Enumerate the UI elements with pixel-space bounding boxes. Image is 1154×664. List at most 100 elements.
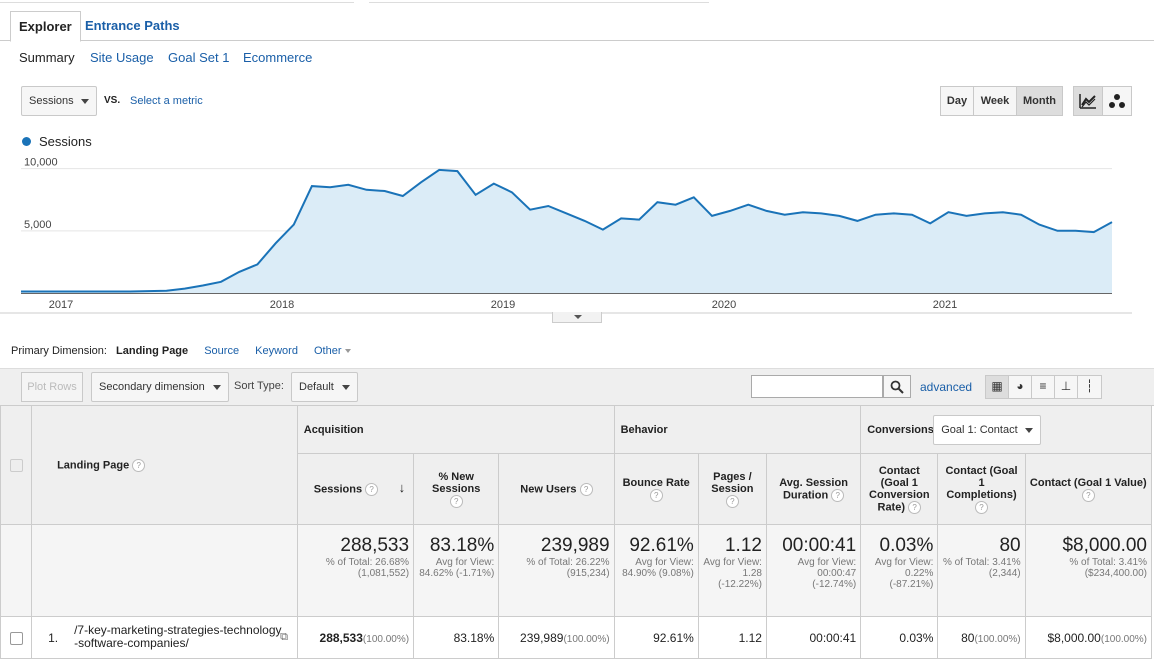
column-sessions[interactable]: Sessions ? ↓ [296, 453, 415, 525]
column-new-sessions[interactable]: % New Sessions? [413, 453, 500, 525]
total-value-note: % of Total: 3.41% ($234,400.00) [1069, 557, 1147, 579]
conversions-group: Conversions Goal 1: Contact [860, 405, 1152, 454]
help-icon[interactable]: ? [831, 488, 845, 502]
secondary-dimension-select[interactable]: Secondary dimension [91, 372, 229, 402]
dimension-keyword[interactable]: Keyword [255, 345, 298, 357]
pivot-view-icon[interactable]: ┆ [1085, 379, 1094, 393]
column-goal-value-label: Contact (Goal 1 Value) [1029, 476, 1147, 489]
help-icon[interactable]: ? [908, 500, 922, 514]
chevron-down-icon [344, 349, 351, 354]
column-new-users[interactable]: New Users ? [498, 453, 615, 525]
week-button[interactable]: Week [973, 86, 1017, 116]
subtab-summary[interactable]: Summary [19, 50, 75, 65]
landing-page-header-label: Landing Page [57, 458, 130, 471]
total-completions-value: 80 [999, 535, 1021, 556]
row-conv-rate: 0.03% [860, 616, 939, 659]
dimension-other[interactable]: Other [314, 345, 351, 357]
month-button[interactable]: Month [1016, 86, 1063, 116]
help-icon[interactable]: ? [1081, 488, 1095, 502]
behavior-group: Behavior [613, 405, 862, 454]
data-table: Landing Page ? Acquisition Behavior Conv… [0, 405, 1153, 659]
metric-select[interactable]: Sessions [21, 86, 97, 116]
secondary-dimension-label: Secondary dimension [99, 381, 205, 393]
table-view-icon[interactable]: ▦ [986, 376, 1009, 398]
sessions-chart: 10,000 5,000 2017 2018 2019 2020 2021 [0, 157, 1132, 314]
totals-row: 288,533% of Total: 26.68% (1,081,552) 83… [0, 524, 1153, 617]
column-pages-session-label: Pages / Session [711, 470, 754, 495]
total-conv-rate-value: 0.03% [879, 535, 934, 556]
row-index: 1. [48, 631, 59, 645]
sort-type-select[interactable]: Default [291, 372, 358, 402]
dimension-landing-page[interactable]: Landing Page [116, 345, 189, 357]
column-sessions-label: Sessions [313, 482, 363, 495]
row-value: $8,000.00 [1047, 630, 1101, 645]
tab-entrance-paths[interactable]: Entrance Paths [85, 18, 180, 33]
row-value-pct: (100.00%) [1100, 633, 1147, 645]
subtab-ecommerce[interactable]: Ecommerce [243, 50, 313, 65]
acquisition-group: Acquisition [296, 405, 615, 454]
total-cell: 83.18% Avg for View: 84.62% (-1.71%) [413, 524, 500, 617]
table-row: 1. /7-key-marketing-strategies-technolog… [0, 616, 1153, 659]
legend-label: Sessions [39, 134, 92, 149]
primary-dimension-label: Primary Dimension: [11, 345, 107, 357]
help-icon[interactable]: ? [649, 488, 663, 502]
subtab-goal-set-1[interactable]: Goal Set 1 [168, 50, 230, 65]
column-pages-session[interactable]: Pages / Session? [697, 453, 767, 525]
select-metric-link[interactable]: Select a metric [130, 95, 203, 107]
help-icon[interactable]: ? [725, 494, 739, 508]
total-cell: 80% of Total: 3.41% (2,344) [937, 524, 1026, 617]
total-duration-value: 00:00:41 [782, 535, 857, 556]
performance-view-icon[interactable]: ≡ [1032, 376, 1055, 398]
y-tick-label: 5,000 [24, 219, 52, 231]
y-tick-label: 10,000 [24, 157, 58, 169]
help-icon[interactable]: ? [132, 458, 146, 472]
row-checkbox[interactable] [9, 631, 23, 645]
chart-collapse-handle[interactable] [552, 312, 602, 323]
total-duration-note: Avg for View: 00:00:47 (-12.74%) [797, 557, 857, 590]
day-button[interactable]: Day [940, 86, 974, 116]
total-cell: 239,989% of Total: 26.22% (915,234) [498, 524, 615, 617]
column-conversion-rate[interactable]: Contact (Goal 1 Conversion Rate) ? [860, 453, 939, 525]
column-avg-duration[interactable]: Avg. Session Duration ? [765, 453, 862, 525]
total-cell: $8,000.00% of Total: 3.41% ($234,400.00) [1024, 524, 1153, 617]
subtab-site-usage[interactable]: Site Usage [90, 50, 154, 65]
total-new-sessions-value: 83.18% [429, 535, 495, 556]
sort-type-label: Sort Type: [234, 380, 284, 392]
goal-select-value: Goal 1: Contact [941, 424, 1018, 436]
table-search-input[interactable] [751, 375, 883, 398]
motion-chart-toggle[interactable] [1102, 86, 1132, 116]
dimension-source[interactable]: Source [204, 345, 240, 357]
sort-type-value: Default [299, 381, 334, 393]
column-bounce-rate[interactable]: Bounce Rate? [613, 453, 699, 525]
help-icon[interactable]: ? [449, 494, 463, 508]
column-new-sessions-label: % New Sessions [432, 470, 481, 495]
column-goal-value[interactable]: Contact (Goal 1 Value) ? [1024, 453, 1153, 525]
comparison-view-icon[interactable]: ⊥ [1055, 376, 1078, 398]
total-pages-note: Avg for View: 1.28 (-12.22%) [703, 557, 762, 590]
goal-select[interactable]: Goal 1: Contact [933, 415, 1042, 445]
help-icon[interactable]: ? [579, 482, 593, 496]
pie-view-icon[interactable]: ◕ [1009, 376, 1032, 398]
column-completions[interactable]: Contact (Goal 1 Completions)? [937, 453, 1026, 525]
chevron-down-icon [213, 385, 221, 390]
landing-page-header[interactable]: Landing Page ? [31, 405, 298, 525]
advanced-link[interactable]: advanced [920, 380, 973, 394]
tab-explorer[interactable]: Explorer [10, 11, 81, 42]
landing-page-link[interactable]: /7-key-marketing-strategies-technology-s… [74, 623, 282, 650]
search-button[interactable] [883, 375, 911, 398]
plot-rows-button[interactable]: Plot Rows [21, 372, 83, 402]
sort-desc-icon[interactable]: ↓ [398, 480, 406, 495]
metric-select-value: Sessions [29, 95, 74, 107]
help-icon[interactable]: ? [975, 500, 988, 514]
motion-chart-icon [1109, 94, 1125, 109]
total-new-users-note: % of Total: 26.22% (915,234) [526, 557, 610, 579]
help-icon[interactable]: ? [365, 482, 379, 496]
total-value-value: $8,000.00 [1062, 535, 1147, 556]
open-page-icon[interactable]: ⧉ [280, 631, 288, 643]
line-chart-toggle[interactable] [1073, 86, 1103, 116]
select-all-checkbox[interactable] [9, 458, 23, 472]
row-bounce: 92.61% [613, 616, 699, 659]
total-sessions-note: % of Total: 26.68% (1,081,552) [325, 557, 410, 579]
total-new-users-value: 239,989 [540, 535, 610, 556]
chevron-down-icon [574, 315, 582, 319]
